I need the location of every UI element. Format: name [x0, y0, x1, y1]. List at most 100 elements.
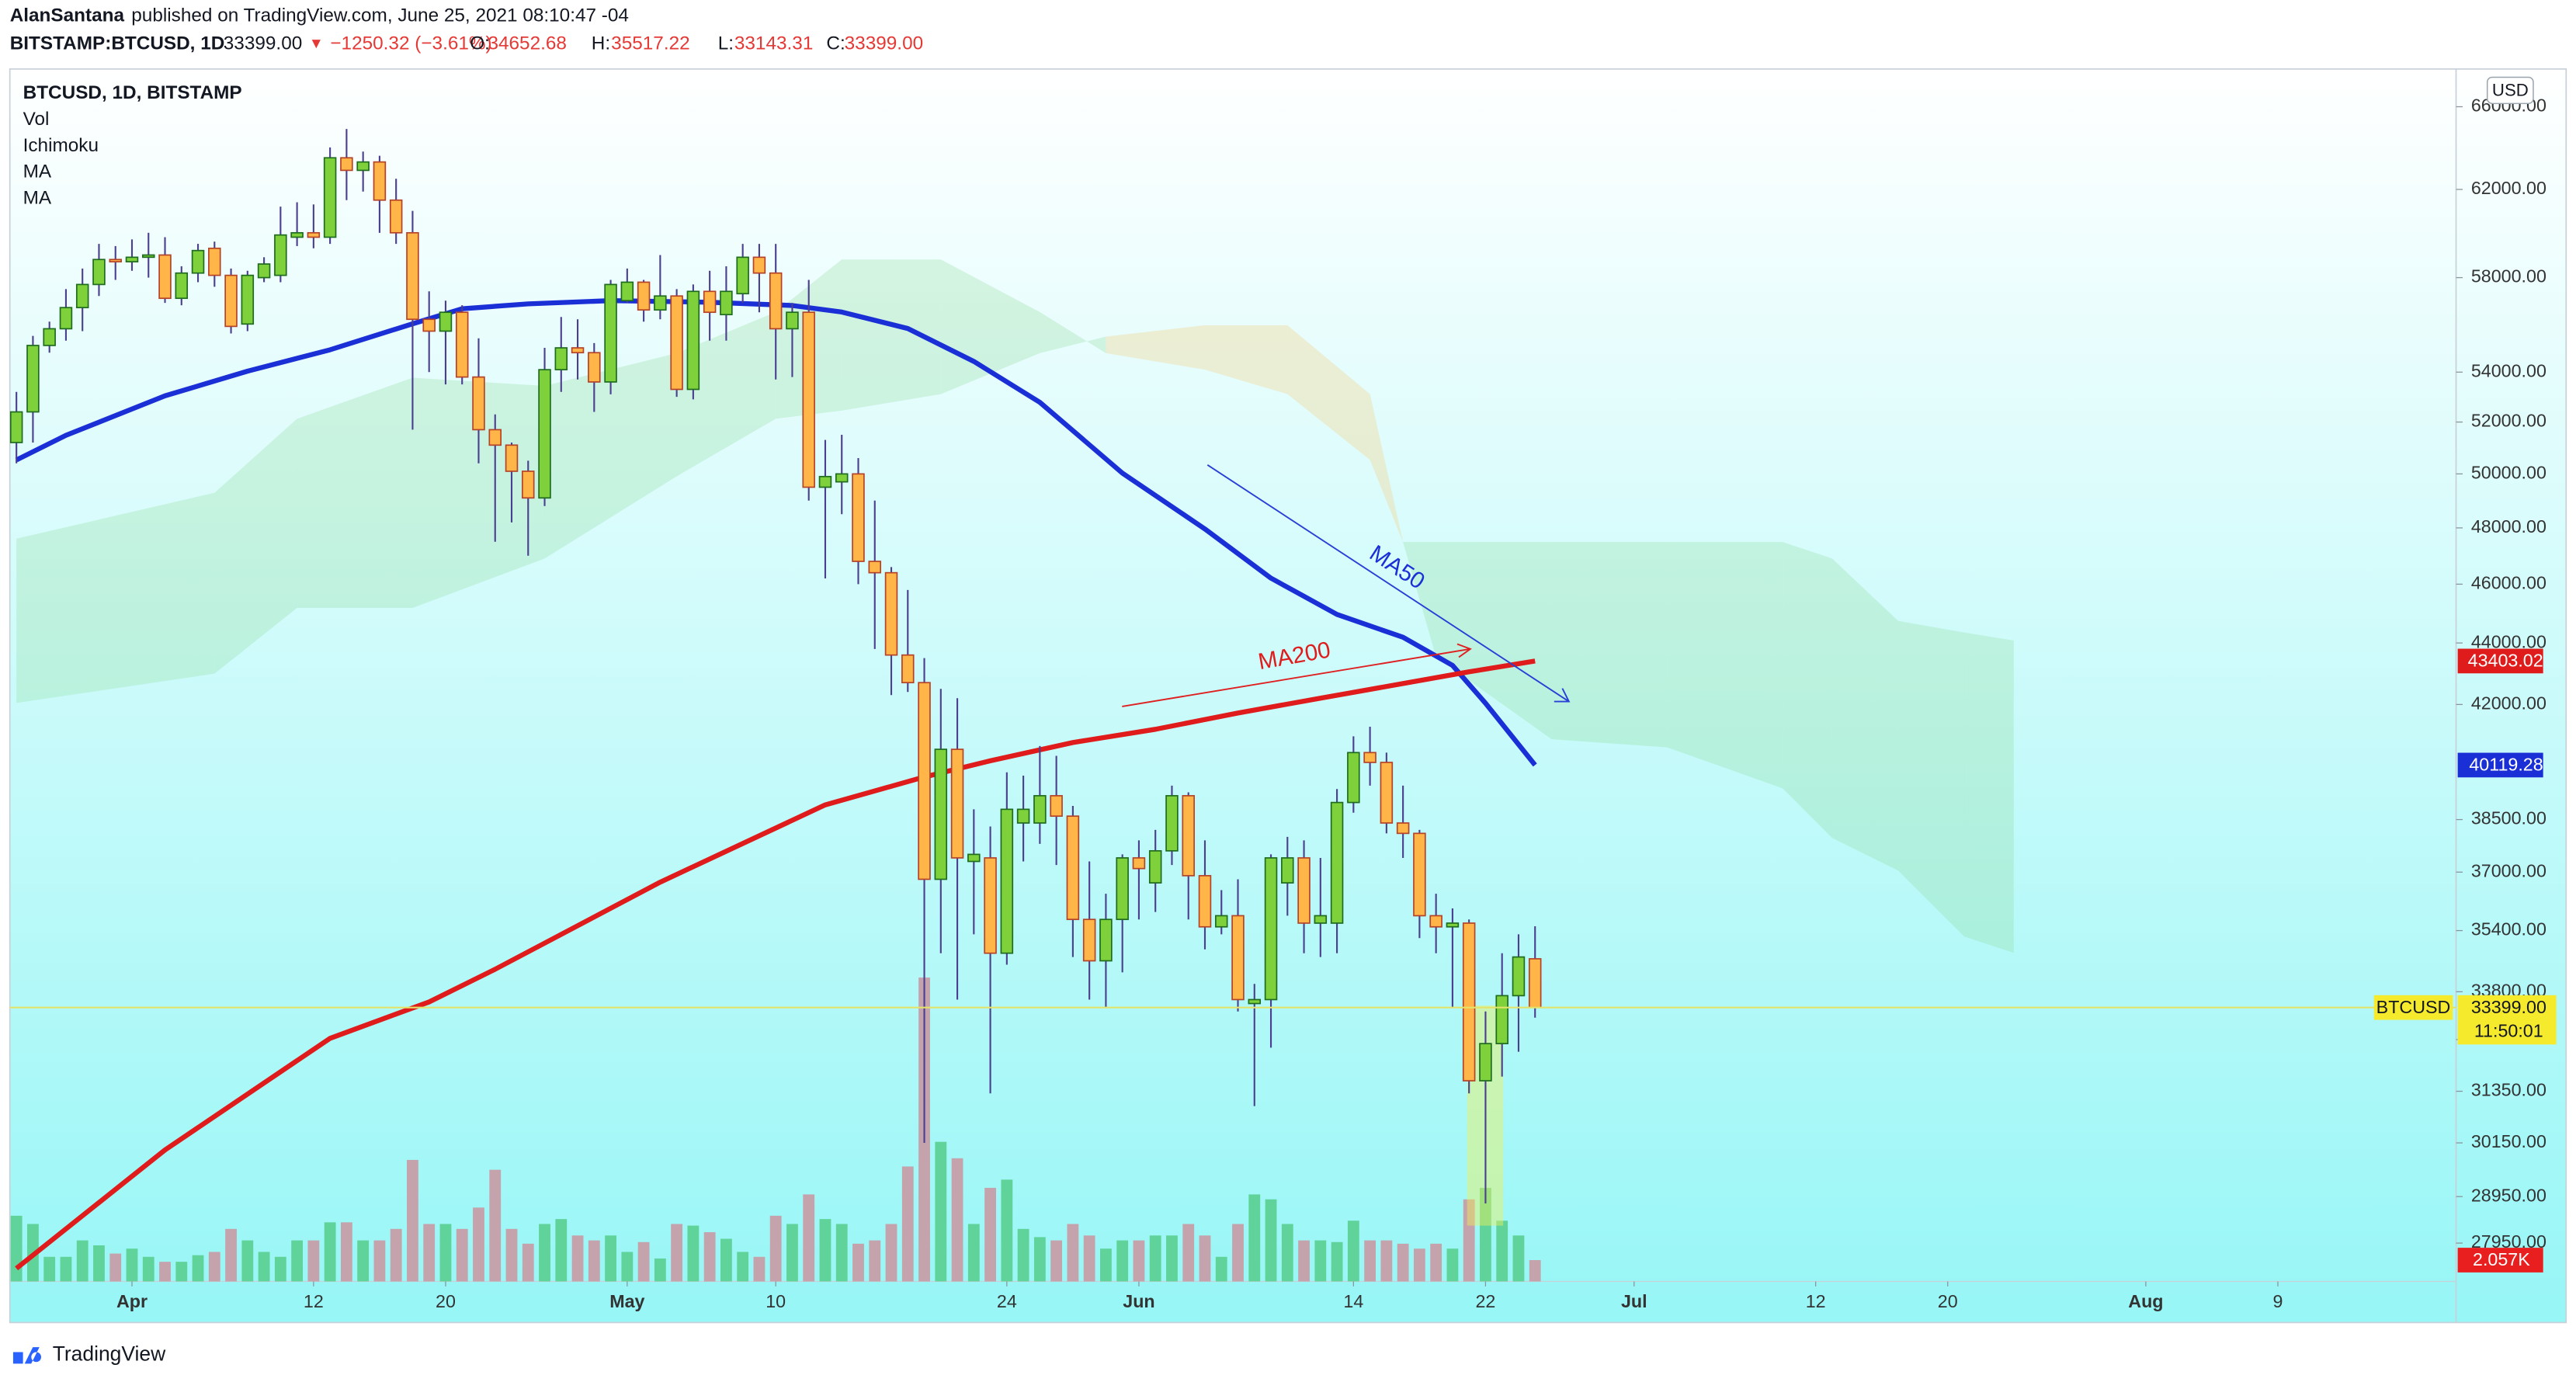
logo: TradingView — [12, 1342, 166, 1366]
axes: 66000.0062000.0058000.0054000.0052000.00… — [9, 95, 2557, 1311]
chart-title: BTCUSD, 1D, BITSTAMP — [23, 82, 242, 103]
volume-bar — [1364, 1240, 1377, 1282]
author: AlanSantana — [10, 5, 125, 26]
candle-body — [1165, 795, 1179, 852]
candle-body — [1330, 801, 1344, 924]
candle-body — [1000, 808, 1014, 954]
candle-body — [1082, 918, 1096, 962]
volume-bar — [654, 1258, 666, 1282]
cloud-segment — [16, 492, 215, 703]
volume-bar — [605, 1235, 616, 1282]
volume-bar — [1496, 1221, 1508, 1282]
volume-bar — [1512, 1235, 1525, 1282]
volume-bar — [1050, 1240, 1063, 1282]
volume — [10, 977, 1541, 1282]
volume-bar — [1314, 1240, 1327, 1282]
y-tick-label: 28950.00 — [2471, 1185, 2546, 1205]
ohlc-value: 33399.00 — [845, 33, 923, 54]
ma-line — [15, 298, 1537, 767]
cloud-segment — [1831, 558, 1898, 871]
cloud-segment — [842, 259, 941, 411]
arrow-head — [1554, 688, 1571, 703]
volume-bar — [803, 1194, 815, 1282]
volume-bar — [1133, 1240, 1145, 1282]
candle-body — [967, 853, 981, 863]
volume-bar — [1446, 1248, 1459, 1282]
candle-body — [670, 295, 683, 391]
cloud-segment — [940, 259, 1040, 394]
candle-body — [571, 347, 585, 354]
candle-body — [1231, 915, 1245, 1001]
volume-bar — [588, 1240, 600, 1282]
candle-body — [1314, 915, 1328, 924]
candle-body — [769, 272, 783, 330]
volume-bar — [1430, 1243, 1442, 1282]
candle-body — [901, 654, 915, 684]
candle-body — [224, 274, 238, 328]
y-tick-label: 52000.00 — [2471, 411, 2546, 431]
volume-bar — [539, 1224, 550, 1282]
candle-body — [818, 475, 832, 488]
volume-bar — [637, 1241, 650, 1282]
candle-body — [1050, 795, 1063, 818]
y-tick-label: 31350.00 — [2471, 1080, 2546, 1100]
volume-bar — [1100, 1248, 1112, 1282]
candle-body — [1512, 956, 1526, 997]
price-label-box — [2457, 752, 2543, 778]
cloud-segment — [1897, 620, 1965, 937]
candle-body — [26, 345, 40, 413]
cloud-segment — [1783, 542, 1832, 839]
chart-background — [9, 68, 2567, 1324]
volume-bar — [307, 1240, 320, 1282]
volume-bar — [489, 1169, 502, 1282]
cloud-segment — [1204, 325, 1288, 394]
candle-body — [538, 369, 551, 499]
y-tick-label: 46000.00 — [2471, 573, 2546, 593]
candle-body — [356, 161, 370, 172]
volume-bar — [1347, 1221, 1359, 1282]
candle-body — [1264, 857, 1278, 1001]
candle-body — [703, 290, 717, 314]
candle-body — [175, 272, 189, 300]
volume-bar — [555, 1219, 568, 1282]
volume-bar — [786, 1224, 798, 1282]
candle-body — [406, 231, 419, 321]
volume-bar — [390, 1228, 402, 1282]
currency-box — [2486, 76, 2534, 105]
indicator: MA — [23, 161, 52, 182]
candle-body — [1066, 815, 1080, 921]
candle-body — [109, 259, 122, 262]
volume-bar — [340, 1222, 352, 1282]
y-tick-label: 35400.00 — [2471, 919, 2546, 939]
x-tick-label: 12 — [304, 1291, 324, 1311]
cloud-segment — [297, 377, 413, 609]
volume-bar — [142, 1256, 154, 1282]
indicator: Vol — [23, 109, 50, 130]
candle-body — [852, 473, 865, 562]
volume-bar — [1199, 1235, 1211, 1282]
ohlc-value: 33143.31 — [734, 33, 813, 54]
y-tick-label: 44000.00 — [2471, 631, 2546, 651]
volume-bar — [60, 1256, 72, 1282]
candle-body — [158, 254, 172, 300]
x-tick-label: 14 — [1343, 1291, 1363, 1311]
volume-bar — [671, 1224, 683, 1282]
x-tick-label: 24 — [997, 1291, 1017, 1311]
candle-body — [488, 429, 502, 446]
candle-body — [1099, 918, 1113, 962]
candle-body — [1347, 752, 1360, 804]
symbol-tag: BTCUSD — [2376, 997, 2451, 1017]
volume-bar — [407, 1159, 418, 1282]
volume-bar — [852, 1243, 864, 1282]
candle-body — [984, 857, 997, 954]
candle-body — [125, 256, 139, 262]
price-label-box — [2457, 648, 2543, 674]
volume-bar — [935, 1141, 947, 1282]
volume-bar — [967, 1224, 980, 1282]
volume-bar — [126, 1248, 138, 1282]
candle-body — [1182, 795, 1195, 877]
y-tick-label: 48000.00 — [2471, 516, 2546, 536]
candle-body — [868, 561, 882, 574]
logo-text: TradingView — [53, 1342, 166, 1366]
volume-bar — [1033, 1237, 1046, 1282]
